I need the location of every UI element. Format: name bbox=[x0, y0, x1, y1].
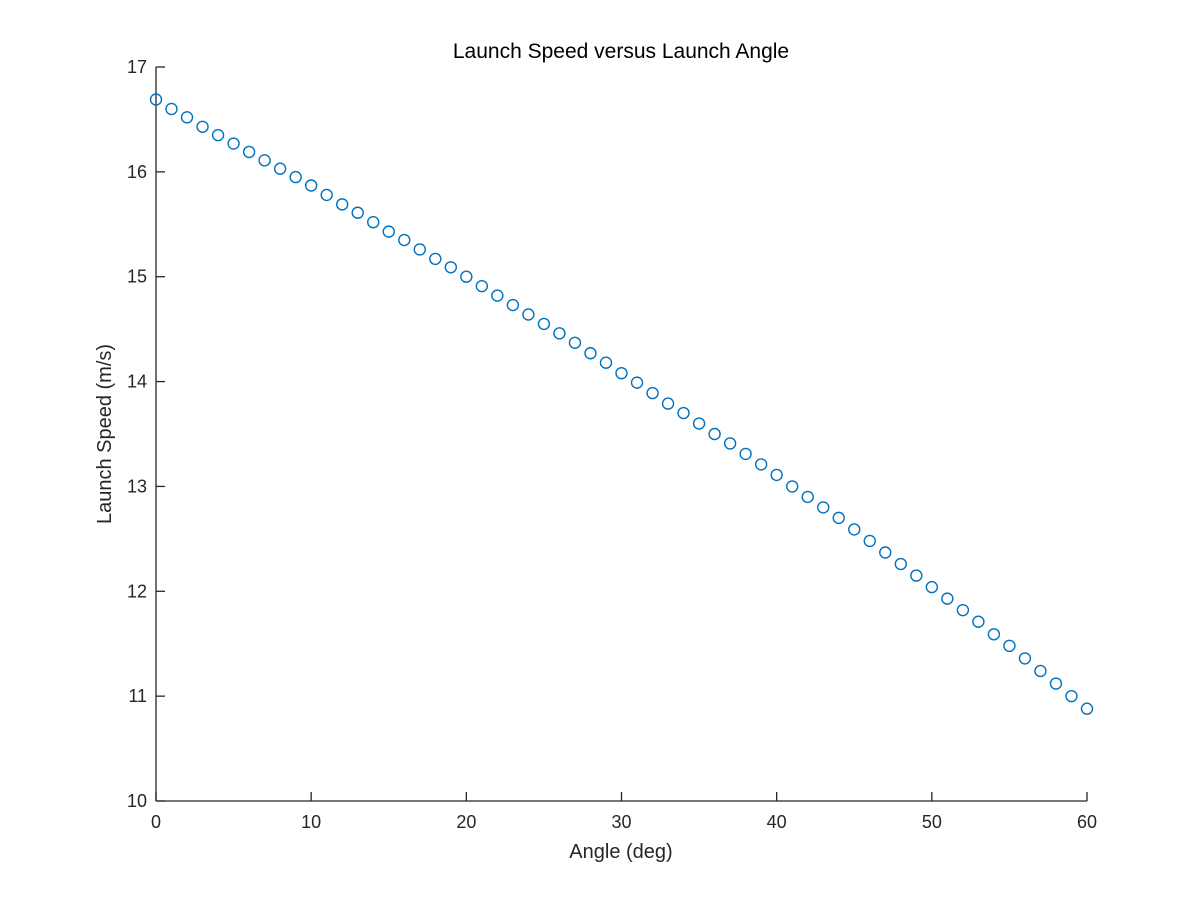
data-point bbox=[1080, 702, 1094, 715]
data-point bbox=[692, 417, 706, 430]
data-point bbox=[351, 206, 364, 219]
data-point bbox=[677, 406, 690, 420]
data-point bbox=[304, 179, 318, 192]
data-point bbox=[972, 615, 985, 628]
x-tick-label: 30 bbox=[611, 812, 631, 832]
data-point bbox=[227, 137, 240, 150]
y-tick-label: 16 bbox=[127, 162, 147, 182]
data-point bbox=[491, 289, 504, 302]
data-point bbox=[754, 458, 768, 471]
data-point bbox=[848, 523, 861, 536]
data-point bbox=[475, 279, 489, 293]
chart-title: Launch Speed versus Launch Angle bbox=[453, 40, 789, 63]
data-point bbox=[382, 225, 395, 238]
data-point bbox=[289, 170, 302, 184]
data-point bbox=[1018, 652, 1032, 665]
y-tick-label: 11 bbox=[128, 686, 147, 706]
data-point bbox=[894, 557, 907, 571]
data-point bbox=[599, 356, 613, 369]
data-point bbox=[522, 308, 535, 321]
data-point bbox=[242, 145, 256, 159]
data-point bbox=[801, 490, 814, 504]
data-point bbox=[910, 569, 923, 582]
data-point bbox=[941, 592, 954, 605]
data-point bbox=[553, 327, 566, 340]
y-tick-label: 13 bbox=[127, 476, 147, 496]
data-point bbox=[258, 154, 271, 167]
data-point bbox=[1003, 639, 1016, 653]
data-point bbox=[770, 468, 783, 482]
x-tick-label: 50 bbox=[922, 812, 942, 832]
data-point bbox=[1049, 677, 1063, 690]
data-point bbox=[537, 317, 551, 331]
x-tick-label: 60 bbox=[1077, 812, 1097, 832]
data-markers bbox=[149, 93, 1094, 715]
data-point bbox=[832, 511, 845, 525]
data-point bbox=[739, 447, 752, 461]
data-point bbox=[320, 188, 333, 202]
x-tick-label: 40 bbox=[767, 812, 787, 832]
data-point bbox=[817, 501, 830, 514]
data-point bbox=[646, 386, 659, 400]
data-point bbox=[879, 546, 892, 559]
data-point bbox=[211, 128, 225, 142]
data-point bbox=[444, 261, 458, 274]
data-point bbox=[584, 347, 597, 360]
data-point bbox=[568, 336, 582, 349]
data-point bbox=[398, 233, 411, 247]
data-point bbox=[460, 270, 473, 283]
y-tick-label: 15 bbox=[127, 267, 147, 287]
data-point bbox=[367, 215, 380, 229]
data-point bbox=[180, 111, 194, 124]
data-point bbox=[708, 427, 721, 441]
x-tick-label: 10 bbox=[301, 812, 321, 832]
x-axis-title: Angle (deg) bbox=[569, 841, 672, 863]
data-point bbox=[413, 243, 426, 256]
data-point bbox=[785, 480, 799, 493]
data-point bbox=[863, 534, 876, 548]
data-point bbox=[196, 120, 209, 133]
data-point bbox=[336, 198, 349, 211]
y-ticks: 10 11 12 13 14 15 16 17 bbox=[127, 57, 165, 811]
y-tick-label: 12 bbox=[127, 581, 147, 601]
data-point bbox=[661, 397, 675, 410]
y-tick-label: 14 bbox=[127, 372, 147, 392]
x-tick-label: 0 bbox=[151, 812, 161, 832]
data-point bbox=[987, 628, 1001, 641]
data-point bbox=[1034, 664, 1047, 678]
data-point bbox=[429, 252, 442, 266]
data-point bbox=[956, 603, 970, 617]
x-ticks: 0 10 20 30 40 50 60 bbox=[151, 792, 1097, 832]
data-point bbox=[925, 580, 939, 594]
axes bbox=[155, 67, 1087, 802]
data-point bbox=[630, 376, 644, 389]
data-point bbox=[1065, 689, 1078, 703]
data-point bbox=[615, 366, 628, 380]
data-point bbox=[149, 93, 163, 106]
data-point bbox=[723, 437, 737, 450]
data-point bbox=[506, 298, 520, 312]
data-point bbox=[165, 102, 178, 116]
y-tick-label: 10 bbox=[127, 791, 147, 811]
x-tick-label: 20 bbox=[456, 812, 476, 832]
y-axis-title: Launch Speed (m/s) bbox=[94, 344, 116, 524]
data-point bbox=[273, 162, 287, 175]
y-tick-label: 17 bbox=[127, 57, 147, 77]
